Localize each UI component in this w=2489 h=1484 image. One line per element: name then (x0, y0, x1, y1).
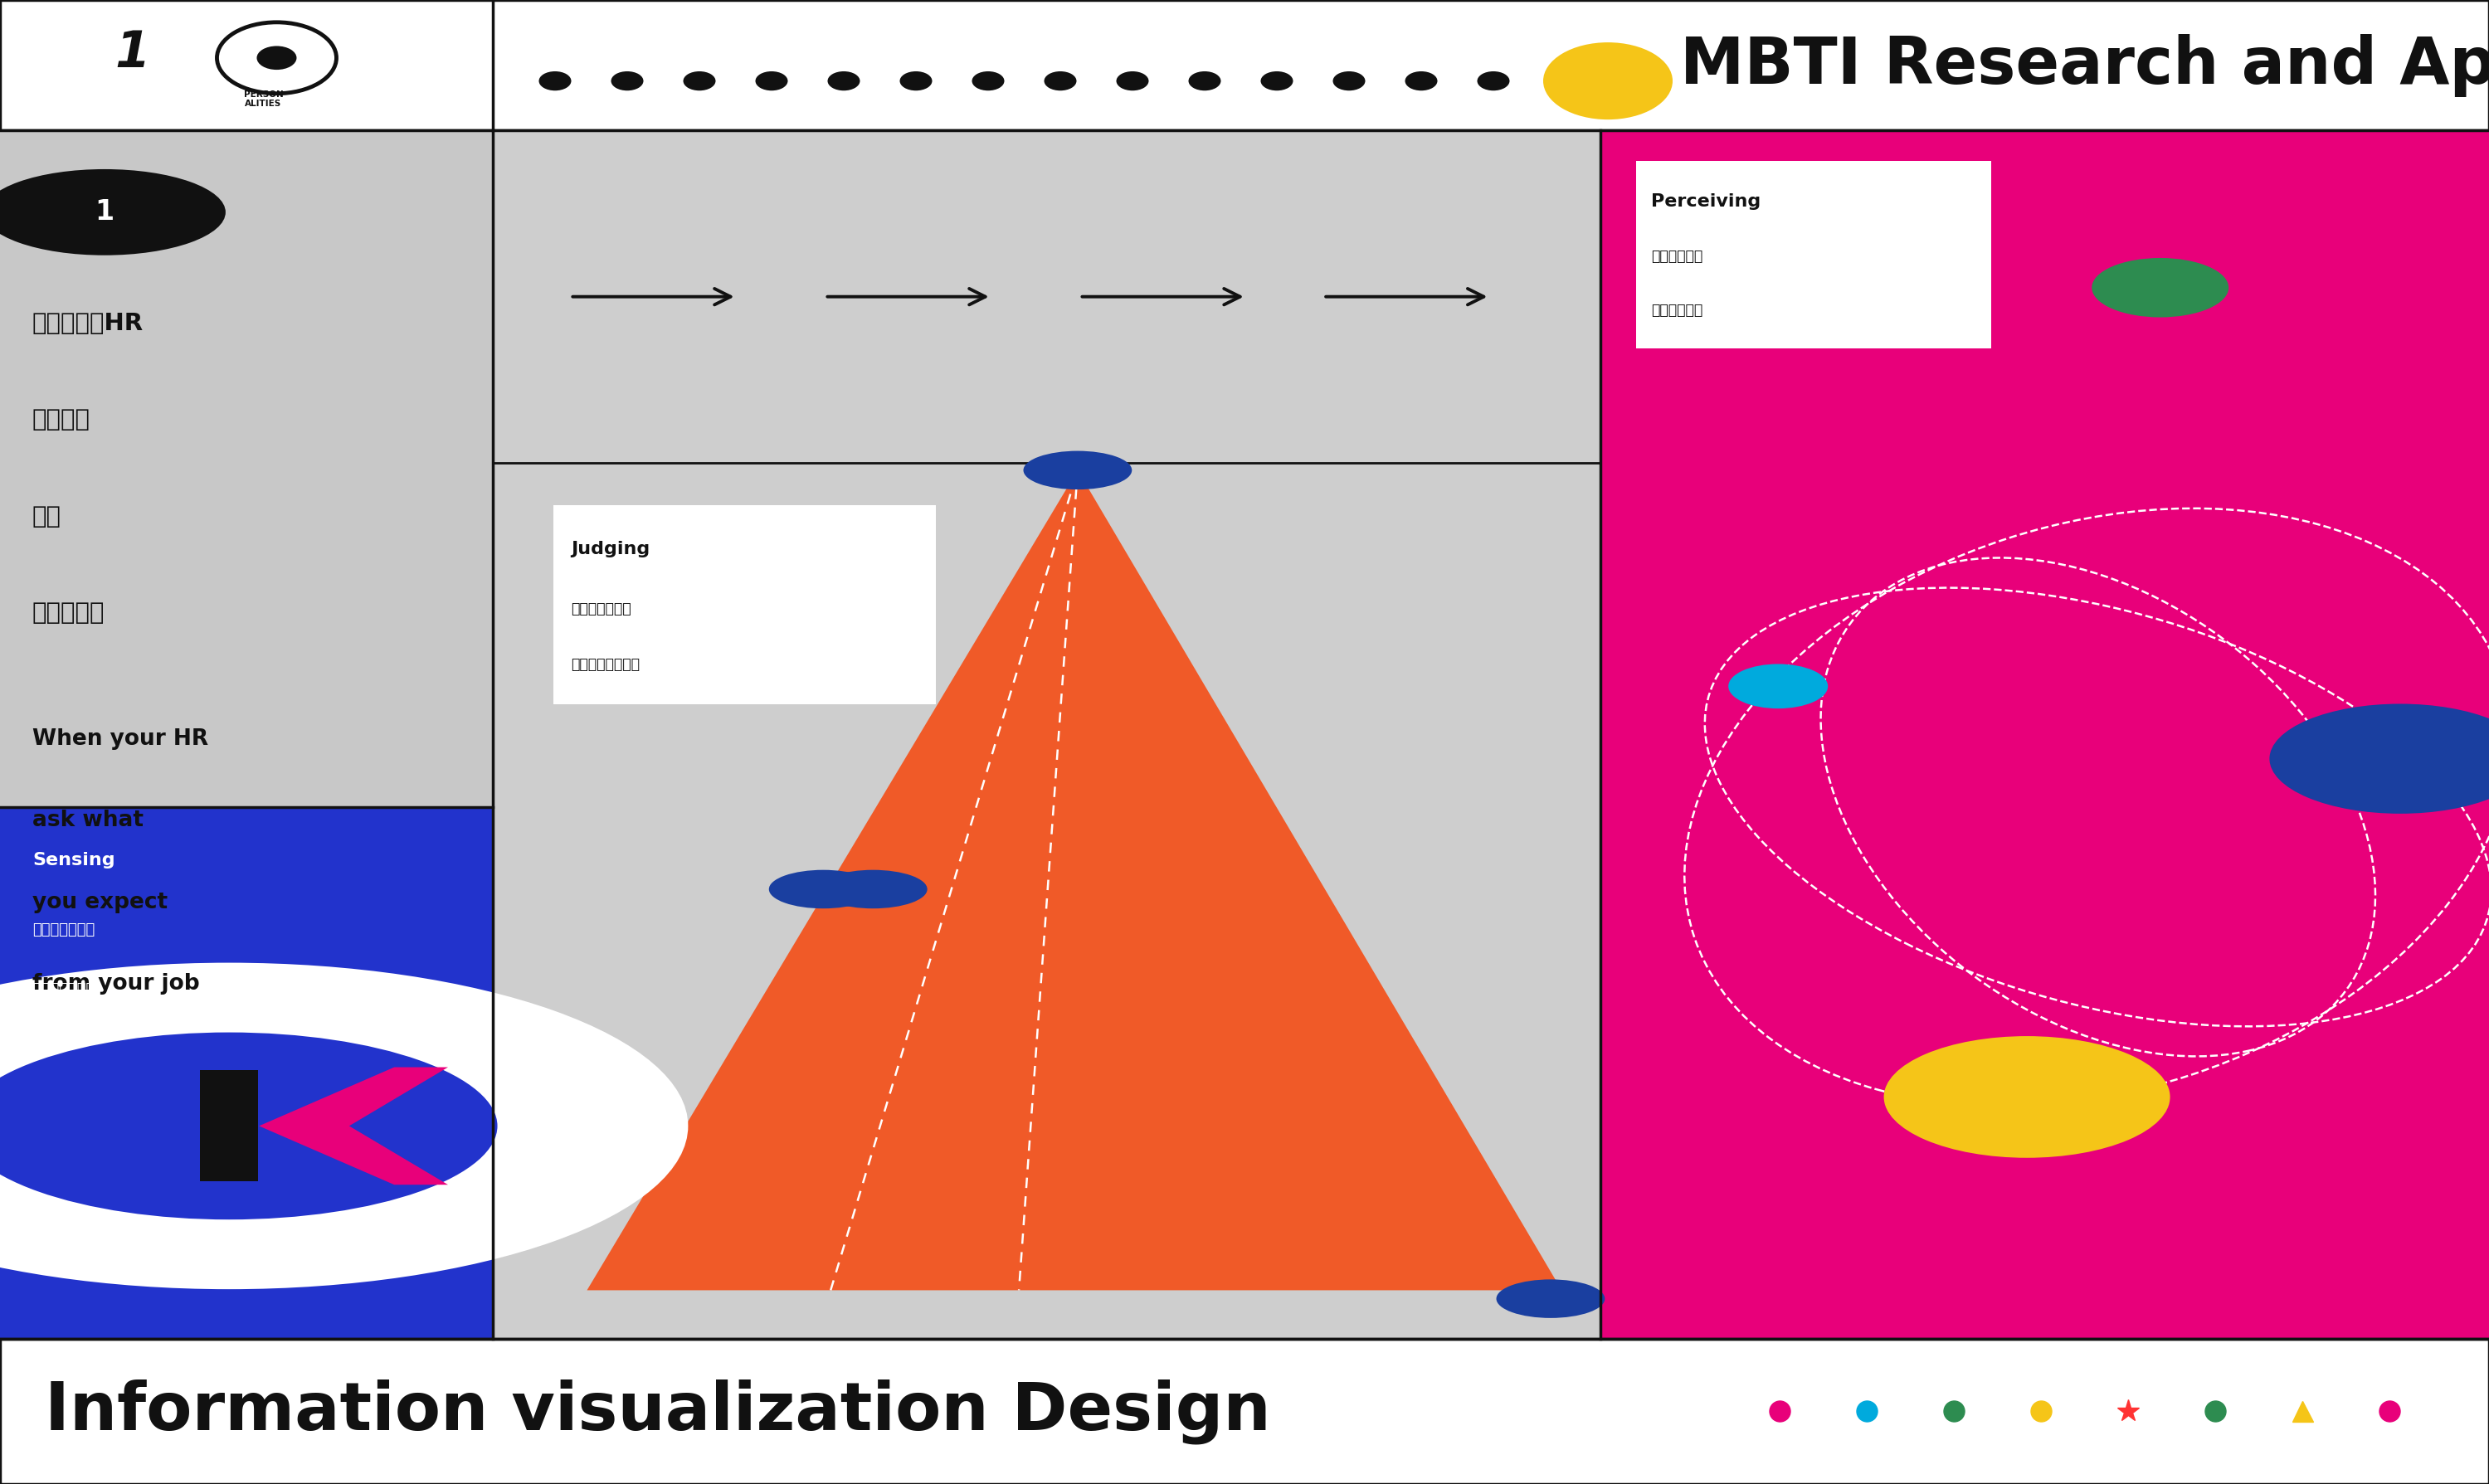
Circle shape (682, 71, 717, 91)
Circle shape (1045, 71, 1078, 91)
Ellipse shape (769, 870, 879, 908)
Polygon shape (587, 470, 1561, 1290)
Circle shape (538, 71, 570, 91)
Bar (0, 131, 493, 807)
Text: from your job: from your job (32, 974, 199, 994)
Polygon shape (259, 1067, 448, 1184)
Ellipse shape (0, 169, 226, 255)
Ellipse shape (819, 870, 928, 908)
Circle shape (971, 71, 1003, 91)
Circle shape (1478, 71, 1508, 91)
Text: 工作的期待: 工作的期待 (32, 601, 105, 625)
Text: 喜欢需仔细注意: 喜欢需仔细注意 (32, 923, 95, 938)
Text: 喜欢进行系统和: 喜欢进行系统和 (570, 601, 632, 616)
Ellipse shape (1884, 1036, 2170, 1158)
Ellipse shape (0, 1030, 500, 1223)
Circle shape (256, 46, 296, 70)
Text: 喜欢不断变化: 喜欢不断变化 (1650, 249, 1702, 264)
Text: you expect: you expect (32, 892, 167, 913)
Text: 1: 1 (114, 30, 149, 77)
Bar (0, 807, 493, 1339)
Bar (493, 131, 1600, 1339)
Text: 1: 1 (95, 199, 114, 226)
Circle shape (1543, 43, 1673, 120)
Ellipse shape (2091, 258, 2228, 318)
Text: 分析阶段的工作。: 分析阶段的工作。 (570, 657, 640, 672)
Text: When your HR: When your HR (32, 729, 209, 749)
Circle shape (757, 71, 787, 91)
Circle shape (1115, 71, 1147, 91)
Text: 自己: 自己 (32, 505, 62, 528)
Circle shape (1404, 71, 1439, 91)
Bar (0, 1339, 2489, 1484)
Text: Information visualization Design: Information visualization Design (45, 1379, 1272, 1444)
Bar (1600, 131, 2489, 1339)
Circle shape (1190, 71, 1220, 91)
Ellipse shape (1023, 451, 1132, 490)
Ellipse shape (2270, 703, 2489, 813)
Circle shape (901, 71, 931, 91)
Text: MBTI Research and Application: MBTI Research and Application (1680, 34, 2489, 96)
Circle shape (1259, 71, 1294, 91)
Text: 问及你对: 问及你对 (32, 408, 90, 432)
Bar (553, 505, 936, 705)
Text: 灵活的工作。: 灵活的工作。 (1650, 303, 1702, 318)
Text: Sensing: Sensing (32, 852, 114, 868)
Circle shape (1548, 71, 1583, 91)
Text: 和观察的工作。: 和观察的工作。 (32, 982, 95, 997)
Bar (1635, 160, 1991, 349)
Text: Perceiving: Perceiving (1650, 194, 1760, 211)
Circle shape (1334, 71, 1364, 91)
Ellipse shape (1727, 663, 1827, 708)
Circle shape (612, 71, 642, 91)
Text: ask what: ask what (32, 810, 144, 831)
Bar (199, 1070, 259, 1181)
Circle shape (826, 71, 861, 91)
Text: Judging: Judging (570, 540, 650, 556)
Bar (0, 0, 2489, 131)
Text: PERSON
ALITIES: PERSON ALITIES (244, 91, 284, 108)
Ellipse shape (0, 963, 687, 1290)
Text: 当面试你的HR: 当面试你的HR (32, 312, 144, 335)
Ellipse shape (1496, 1279, 1605, 1318)
